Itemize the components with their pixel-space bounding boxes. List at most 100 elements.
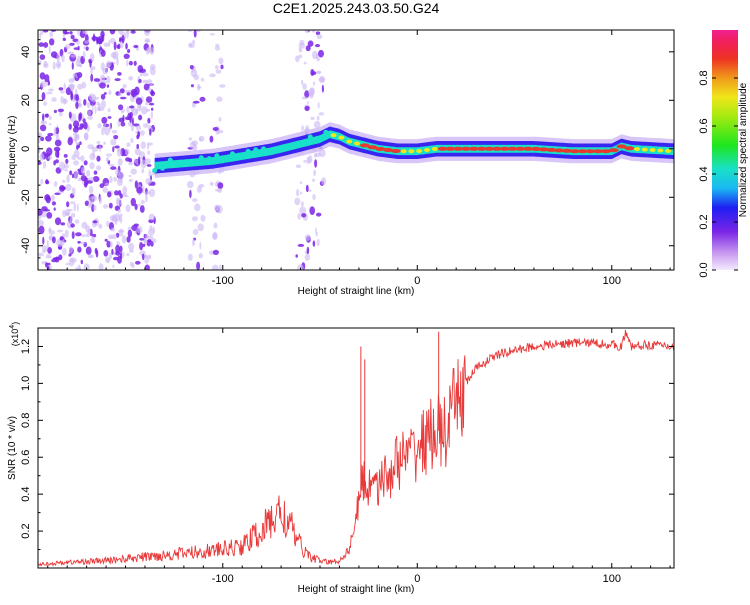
spectrogram-noise-speck (95, 249, 99, 258)
snr-panel: -100 0 100 0.2 0.4 0.6 0.8 1.0 1.2 Height of str… (7, 322, 675, 595)
spectrogram-noise-speck (88, 254, 92, 259)
spectrogram-noise-speck (38, 135, 41, 144)
spectrogram-noise-speck (304, 30, 311, 34)
spectrogram-noise-speck (130, 30, 136, 34)
signal-blob (175, 160, 181, 166)
spectrogram-noise-speck (146, 79, 153, 84)
spectrogram-noise-speck (128, 178, 133, 182)
spectrogram-noise-speck (85, 46, 89, 51)
spectrogram-noise-speck (98, 196, 102, 205)
spectrogram-noise-speck (73, 160, 80, 166)
signal-blob (167, 157, 173, 163)
spectrogram-noise-speck (139, 130, 145, 136)
spectrogram-noise-speck (114, 145, 120, 149)
spectrogram-noise-speck (55, 159, 59, 164)
spectrogram-noise-speck (70, 34, 75, 40)
spectrogram-noise-speck (91, 104, 94, 113)
spectrogram-noise-speck (40, 81, 47, 88)
spectrogram-noise-speck (312, 81, 316, 86)
spectrogram-noise-speck (94, 105, 97, 114)
spectrogram-noise-speck (41, 120, 48, 125)
spectrogram-noise-speck (135, 109, 138, 114)
spectrogram-noise-speck (76, 72, 83, 78)
signal-hot-spot (424, 148, 430, 152)
spectrogram-noise-speck (198, 253, 203, 259)
signal-blob (152, 168, 158, 173)
spectrogram-noise-speck (310, 116, 315, 120)
spectrogram-noise-speck (39, 72, 46, 80)
spectrogram-noise-speck (48, 235, 53, 241)
spectrogram-noise-speck (139, 68, 146, 74)
signal-hot-spot (492, 146, 502, 151)
spectrogram-noise-speck (130, 168, 137, 175)
spectrogram-noise-speck (103, 92, 107, 95)
spectrogram-noise-speck (127, 49, 131, 53)
spectrogram-noise-speck (192, 100, 200, 104)
spectrogram-noise-speck (120, 96, 127, 100)
spectrogram-noise-speck (79, 141, 82, 145)
snr-y-tick-label: 1.0 (20, 376, 32, 391)
spectrogram-noise-speck (60, 222, 66, 226)
spectrogram-noise-speck (148, 235, 154, 241)
spectrogram-noise-speck (93, 96, 100, 100)
spectrogram-noise-speck (64, 211, 70, 217)
spectrogram-y-tick-label: 0 (20, 146, 32, 152)
spectrogram-noise-speck (209, 135, 214, 143)
figure-title: C2E1.2025.243.03.50.G24 (273, 0, 440, 16)
snr-y-tick-label: 1.2 (20, 339, 32, 354)
spectrogram-noise-speck (39, 124, 47, 132)
signal-hot-spot (468, 146, 479, 151)
spectrogram-noise-speck (209, 181, 214, 187)
spectrogram-noise-speck (149, 128, 152, 136)
spectrogram-noise-speck (58, 254, 63, 261)
signal-blob (160, 165, 165, 171)
spectrogram-noise-speck (122, 192, 127, 197)
spectrogram-noise-speck (199, 241, 202, 250)
spectrogram-noise-speck (133, 44, 139, 49)
spectrogram-noise-speck (316, 212, 322, 217)
spectrogram-noise-speck (80, 155, 85, 162)
signal-hot-spot (330, 133, 337, 138)
signal-hot-spot (484, 146, 495, 151)
spectrogram-noise-speck (298, 42, 306, 49)
spectrogram-noise-speck (56, 53, 60, 62)
spectrogram-noise-speck (129, 261, 134, 267)
spectrogram-noise-speck (71, 187, 76, 196)
spectrogram-noise-speck (299, 191, 302, 195)
spectrogram-noise-speck (100, 74, 106, 84)
spectrogram-noise-speck (150, 89, 154, 96)
spectrogram-noise-speck (125, 157, 131, 162)
spectrogram-noise-speck (48, 45, 51, 55)
spectrogram-noise-speck (110, 227, 116, 232)
spectrogram-noise-speck (192, 229, 199, 236)
spectrogram-noise-speck (45, 262, 48, 268)
spectrogram-noise-speck (64, 31, 70, 35)
spectrogram-noise-speck (309, 206, 316, 216)
spectrogram-noise-speck (47, 155, 53, 160)
spectrogram-noise-speck (92, 220, 98, 224)
spectrogram-noise-speck (117, 158, 123, 166)
spectrogram-noise-speck (196, 185, 202, 193)
signal-hot-spot (499, 146, 510, 151)
spectrogram-noise-speck (301, 125, 304, 132)
spectrogram-noise-speck (47, 132, 54, 137)
signal-hot-spot (515, 146, 526, 151)
spectrogram-noise-speck (81, 123, 84, 129)
signal-hot-spot (657, 148, 664, 153)
spectrogram-x-axis-label: Height of straight line (km) (298, 286, 415, 297)
spectrogram-noise-speck (83, 99, 87, 106)
spectrogram-noise-speck (45, 195, 51, 204)
spectrogram-noise-speck (120, 121, 126, 127)
spectrogram-noise-speck (80, 259, 84, 265)
spectrogram-noise-speck (312, 178, 315, 182)
spectrogram-noise-speck (85, 246, 92, 255)
spectrogram-noise-speck (305, 184, 309, 193)
signal-hot-spot (338, 135, 345, 140)
spectrogram-noise-speck (77, 83, 83, 90)
spectrogram-noise-speck (126, 59, 129, 67)
colorbar-tick-label: 0.6 (698, 118, 710, 133)
colorbar-tick-label: 0.4 (698, 166, 710, 181)
spectrogram-noise-speck (38, 161, 42, 165)
spectrogram-noise-speck (85, 225, 91, 233)
spectrogram-noise-speck (98, 263, 104, 270)
